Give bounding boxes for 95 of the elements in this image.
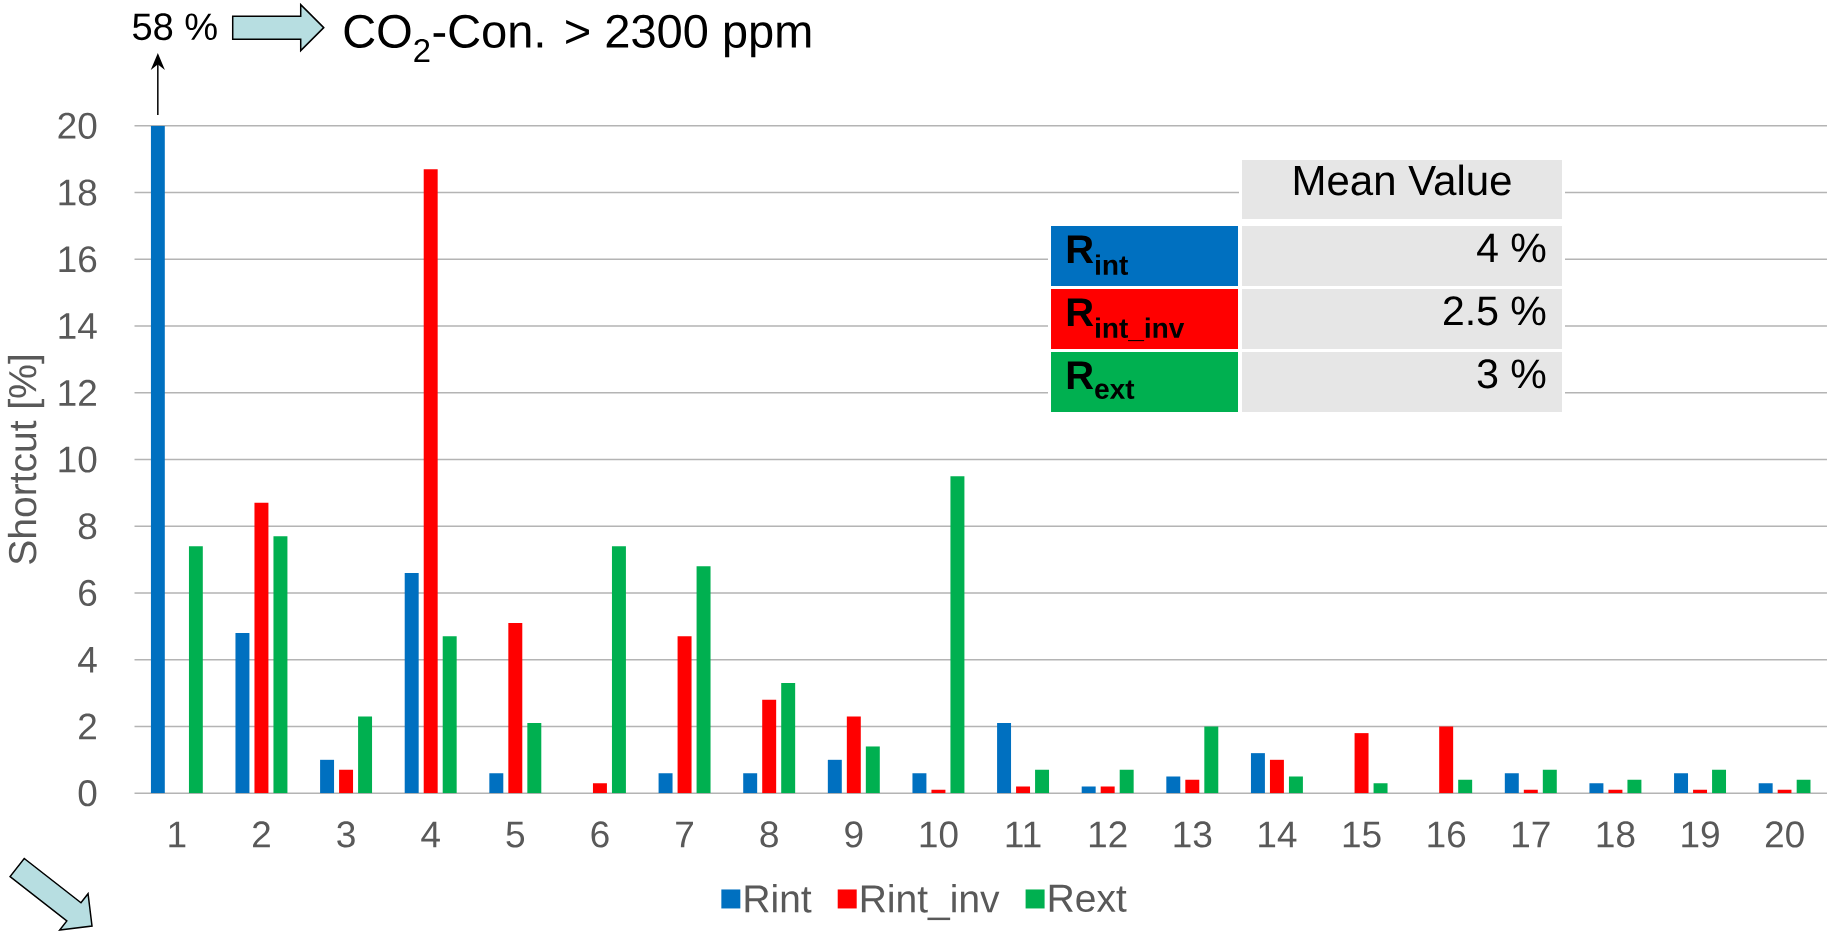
x-tick-label: 5 — [506, 821, 525, 848]
bar — [696, 566, 711, 794]
x-tick-label: 14 — [1259, 821, 1297, 848]
y-axis-title: Shortcut [%] — [7, 356, 45, 564]
bar — [1758, 783, 1773, 794]
bar — [762, 699, 777, 794]
y-tick-label: 2 — [79, 713, 96, 740]
legend-label: Rint — [745, 884, 812, 913]
x-tick-label: 16 — [1428, 821, 1466, 848]
x-tick-label: 6 — [591, 821, 609, 848]
bar — [1674, 773, 1689, 794]
x-tick-label: 10 — [920, 821, 958, 848]
bar — [1166, 776, 1181, 794]
bar — [273, 536, 288, 794]
x-tick-label: 7 — [676, 821, 693, 848]
bar — [1250, 753, 1265, 794]
bar — [188, 546, 203, 794]
bar — [1542, 769, 1557, 794]
bar — [827, 759, 842, 794]
x-tick-label: 17 — [1513, 821, 1550, 848]
bar — [1373, 783, 1388, 794]
bar — [1100, 786, 1115, 794]
x-tick-label: 4 — [421, 821, 440, 848]
x-tick-label: 20 — [1765, 821, 1804, 848]
x-tick-label: 19 — [1682, 821, 1719, 848]
bar — [1204, 726, 1219, 794]
x-tick-label: 11 — [1006, 821, 1041, 848]
annotation: R$_{int_inv}$ — [1067, 298, 1185, 342]
bar — [489, 773, 504, 794]
bar — [781, 683, 796, 794]
bar — [1439, 726, 1454, 794]
bar — [1354, 733, 1369, 794]
bar — [508, 623, 523, 794]
bar — [997, 723, 1012, 794]
y-tick-label: 20 — [58, 112, 97, 139]
text: 58 % — [133, 13, 217, 41]
annotation: 3 % — [1477, 359, 1546, 389]
bar — [254, 502, 269, 794]
y-tick-label: 10 — [59, 446, 97, 473]
bar — [1288, 776, 1303, 794]
y-tick-label: 0 — [78, 780, 97, 807]
annotation: 4 % — [1477, 233, 1546, 263]
bar — [404, 572, 419, 794]
bar — [658, 773, 673, 794]
bar — [677, 636, 692, 794]
bar — [592, 783, 607, 794]
x-tick-label: 12 — [1089, 821, 1127, 848]
text: CO$_{2}$-Con. > 2300 ppm — [344, 14, 811, 62]
bar — [1796, 779, 1811, 794]
bar — [358, 716, 373, 794]
bar — [950, 476, 965, 794]
x-tick-label: 18 — [1597, 821, 1635, 848]
bar — [865, 746, 880, 794]
bar — [527, 723, 542, 794]
x-tick-label: 1 — [169, 821, 186, 848]
x-tick-label: 2 — [253, 821, 270, 848]
y-tick-label: 18 — [59, 179, 97, 206]
bar — [912, 773, 927, 794]
y-tick-label: 6 — [79, 579, 97, 607]
bar — [1589, 783, 1604, 794]
bar — [1627, 779, 1642, 794]
x-tick-label: 15 — [1343, 821, 1381, 848]
x-tick-label: 8 — [760, 821, 778, 848]
bar — [235, 633, 250, 794]
annotation: 2.5 % — [1444, 296, 1546, 326]
bar — [1504, 773, 1519, 794]
y-tick-label: 8 — [78, 513, 97, 540]
bar — [423, 169, 438, 794]
bar — [1035, 769, 1050, 794]
bar — [320, 759, 335, 794]
bar — [150, 125, 165, 794]
legend-label: Rext — [1049, 884, 1127, 913]
y-tick-label: 14 — [59, 313, 97, 339]
bar — [611, 546, 626, 794]
bar — [339, 769, 354, 794]
annotation: R$_{int}$ — [1067, 235, 1128, 275]
annotation: Mean Value — [1294, 164, 1511, 196]
y-tick-label: 16 — [59, 246, 97, 273]
x-tick-label: 13 — [1174, 821, 1212, 848]
y-tick-label: 12 — [59, 379, 96, 406]
x-tick-label: 9 — [845, 821, 863, 848]
bar — [1269, 759, 1284, 794]
x-tick-label: 3 — [337, 821, 355, 848]
bar — [1119, 769, 1134, 794]
bar — [1081, 786, 1096, 794]
bar — [846, 716, 861, 794]
legend-label: Rint_inv — [861, 884, 1000, 921]
bar — [1712, 769, 1727, 794]
annotation: R$_{ext}$ — [1067, 361, 1135, 399]
bar — [1016, 786, 1031, 794]
bar — [743, 773, 758, 794]
bar — [442, 636, 457, 794]
y-tick-label: 4 — [78, 646, 97, 673]
bar — [1458, 779, 1473, 794]
bar — [1185, 779, 1200, 794]
